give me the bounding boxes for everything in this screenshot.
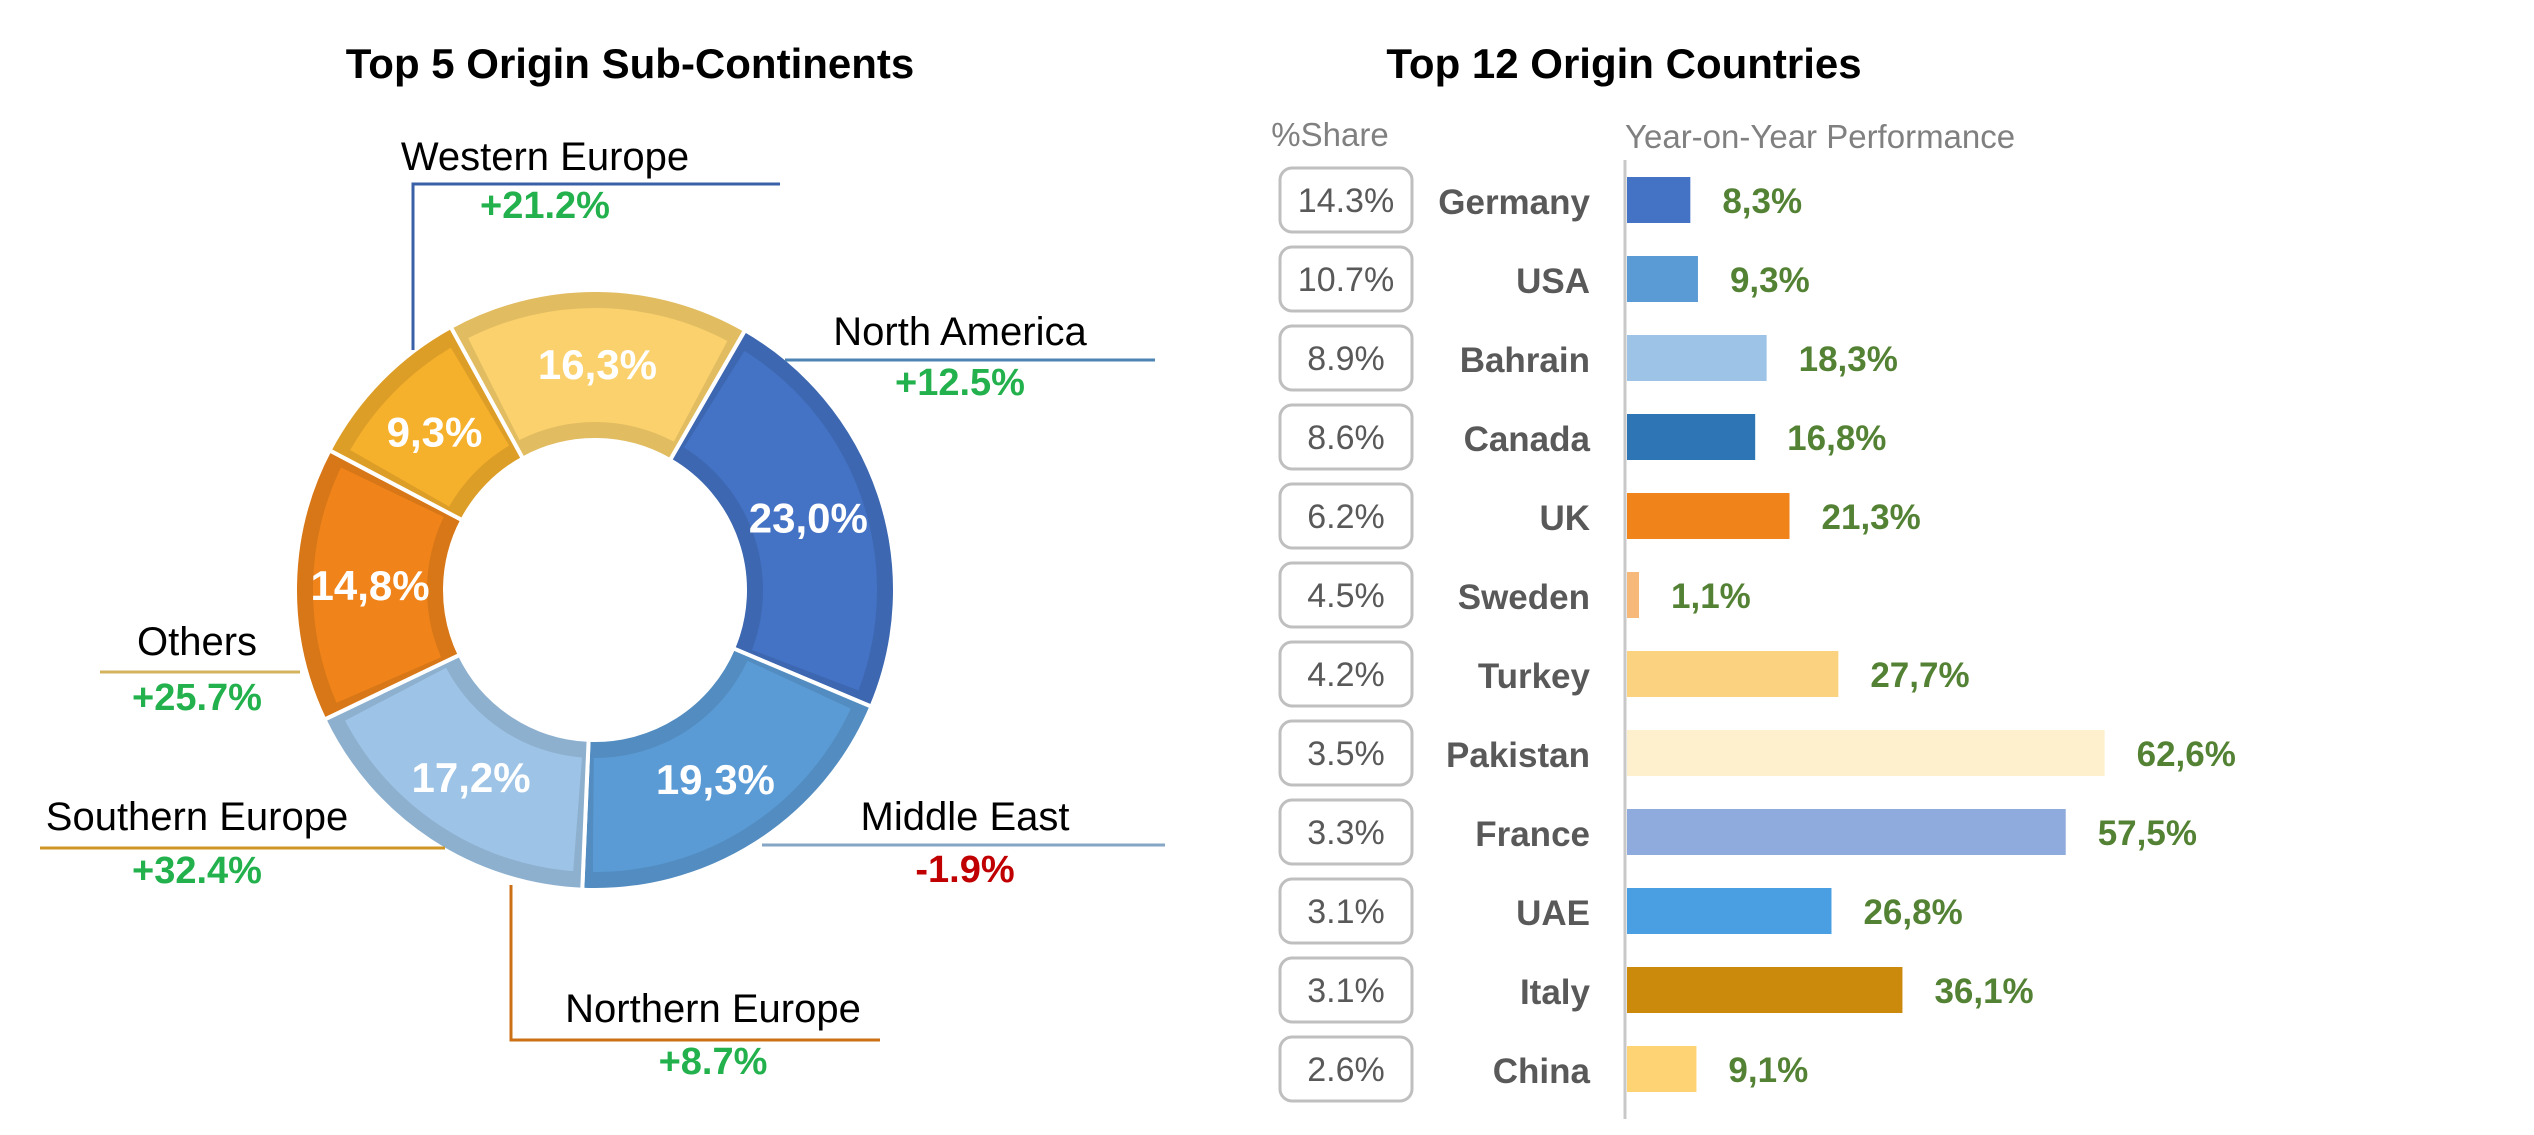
bar-value-label-germany: 8,3% [1722, 182, 1802, 221]
bar-bahrain [1627, 335, 1767, 381]
bar-value-label-france: 57,5% [2098, 814, 2197, 853]
share-label-bahrain: 8.9% [1307, 340, 1385, 378]
bar-value-label-canada: 16,8% [1787, 419, 1886, 458]
share-box-uae [1278, 877, 1414, 945]
share-box-usa [1278, 245, 1414, 313]
share-label-canada: 8.6% [1307, 419, 1385, 457]
country-label-sweden: Sweden [1458, 578, 1590, 617]
bar-value-label-turkey: 27,7% [1870, 656, 1969, 695]
donut-value-label: 17,2% [412, 754, 531, 801]
callout-change-northern-europe: +8.7% [659, 1041, 768, 1083]
share-box-turkey [1278, 640, 1414, 708]
share-box-pakistan [1278, 719, 1414, 787]
share-label-sweden: 4.5% [1307, 577, 1385, 615]
share-label-usa: 10.7% [1298, 261, 1394, 299]
share-box-sweden [1278, 561, 1414, 629]
donut-chart: 23,0% 19,3% 17,2% 14,8% 9,3% 16,3% [293, 288, 897, 892]
bar-italy [1627, 967, 1903, 1013]
bar-value-label-bahrain: 18,3% [1799, 340, 1898, 379]
donut-value-label: 9,3% [387, 408, 483, 455]
bar-value-label-sweden: 1,1% [1671, 577, 1751, 616]
callout-name-northern-europe: Northern Europe [565, 987, 861, 1031]
bar-uk [1627, 493, 1790, 539]
callout-name-others: Others [137, 620, 257, 664]
country-label-uae: UAE [1516, 894, 1590, 933]
callout-name-southern-europe: Southern Europe [46, 795, 348, 839]
share-box-france [1278, 798, 1414, 866]
share-label-italy: 3.1% [1307, 972, 1385, 1010]
donut-chart-title: Top 5 Origin Sub-Continents [346, 40, 915, 87]
callout-name-north-america: North America [833, 310, 1087, 354]
bar-germany [1627, 177, 1691, 223]
share-label-turkey: 4.2% [1307, 656, 1385, 694]
bar-value-label-italy: 36,1% [1934, 972, 2033, 1011]
bar-turkey [1627, 651, 1839, 697]
callout-change-north-america: +12.5% [895, 362, 1025, 404]
share-column-header: %Share [1271, 116, 1388, 153]
callout-line-northern-europe [509, 885, 880, 1042]
share-label-germany: 14.3% [1298, 182, 1394, 220]
country-label-bahrain: Bahrain [1460, 341, 1590, 380]
bar-france [1627, 809, 2066, 855]
bar-canada [1627, 414, 1756, 460]
bar-value-label-china: 9,1% [1728, 1051, 1808, 1090]
callout-change-others: +25.7% [132, 677, 262, 719]
country-label-uk: UK [1539, 499, 1590, 538]
donut-slice-face-middle-east [345, 667, 583, 872]
country-label-china: China [1493, 1052, 1591, 1091]
callout-change-western-europe: +21.2% [480, 185, 610, 227]
country-label-germany: Germany [1438, 183, 1590, 222]
country-label-usa: USA [1516, 262, 1590, 301]
donut-slice-face-western-europe [684, 350, 877, 691]
bar-usa [1627, 256, 1698, 302]
share-box-china [1278, 1035, 1414, 1103]
share-box-italy [1278, 956, 1414, 1024]
share-box-canada [1278, 403, 1414, 471]
callout-change-middle-east: -1.9% [915, 849, 1014, 891]
share-box-uk [1278, 482, 1414, 550]
donut-slice-face-others [468, 307, 728, 442]
callout-name-middle-east: Middle East [861, 795, 1070, 839]
performance-column-header: Year-on-Year Performance [1625, 118, 2015, 155]
donut-value-label: 23,0% [749, 494, 868, 541]
share-label-china: 2.6% [1307, 1051, 1385, 1089]
donut-slice-face-north-america [592, 660, 851, 873]
bar-value-label-usa: 9,3% [1730, 261, 1810, 300]
share-label-uk: 6.2% [1307, 498, 1385, 536]
share-label-uae: 3.1% [1307, 893, 1385, 931]
share-box-bahrain [1278, 324, 1414, 392]
donut-slice-face-northern-europe [313, 467, 444, 703]
country-label-france: France [1475, 815, 1590, 854]
donut-callouts: Western Europe +21.2% North America +12.5% M… [40, 135, 1165, 1083]
bar-chart-title: Top 12 Origin Countries [1386, 40, 1861, 87]
donut-value-label: 14,8% [310, 562, 429, 609]
donut-slice-face-southern-europe [350, 347, 510, 507]
callout-line-western-europe [411, 182, 780, 350]
donut-value-label: 19,3% [656, 756, 775, 803]
bar-value-label-uae: 26,8% [1863, 893, 1962, 932]
share-box-germany [1278, 166, 1414, 234]
bar-sweden [1627, 572, 1639, 618]
callout-name-western-europe: Western Europe [401, 135, 689, 179]
country-label-pakistan: Pakistan [1446, 736, 1590, 775]
bar-value-label-uk: 21,3% [1822, 498, 1921, 537]
donut-value-label: 16,3% [538, 341, 657, 388]
share-label-france: 3.3% [1307, 814, 1385, 852]
country-label-italy: Italy [1520, 973, 1591, 1012]
donut-hole [447, 442, 743, 738]
bar-pakistan [1627, 730, 2105, 776]
share-label-pakistan: 3.5% [1307, 735, 1385, 773]
bar-value-label-pakistan: 62,6% [2137, 735, 2236, 774]
country-label-canada: Canada [1464, 420, 1591, 459]
bar-china [1627, 1046, 1697, 1092]
callout-change-southern-europe: +32.4% [132, 850, 262, 892]
bar-uae [1627, 888, 1832, 934]
country-label-turkey: Turkey [1478, 657, 1591, 696]
bar-chart: 14.3% Germany 8,3% 10.7% USA 9,3% 8.9% Bahrain 1… [1278, 160, 2236, 1119]
